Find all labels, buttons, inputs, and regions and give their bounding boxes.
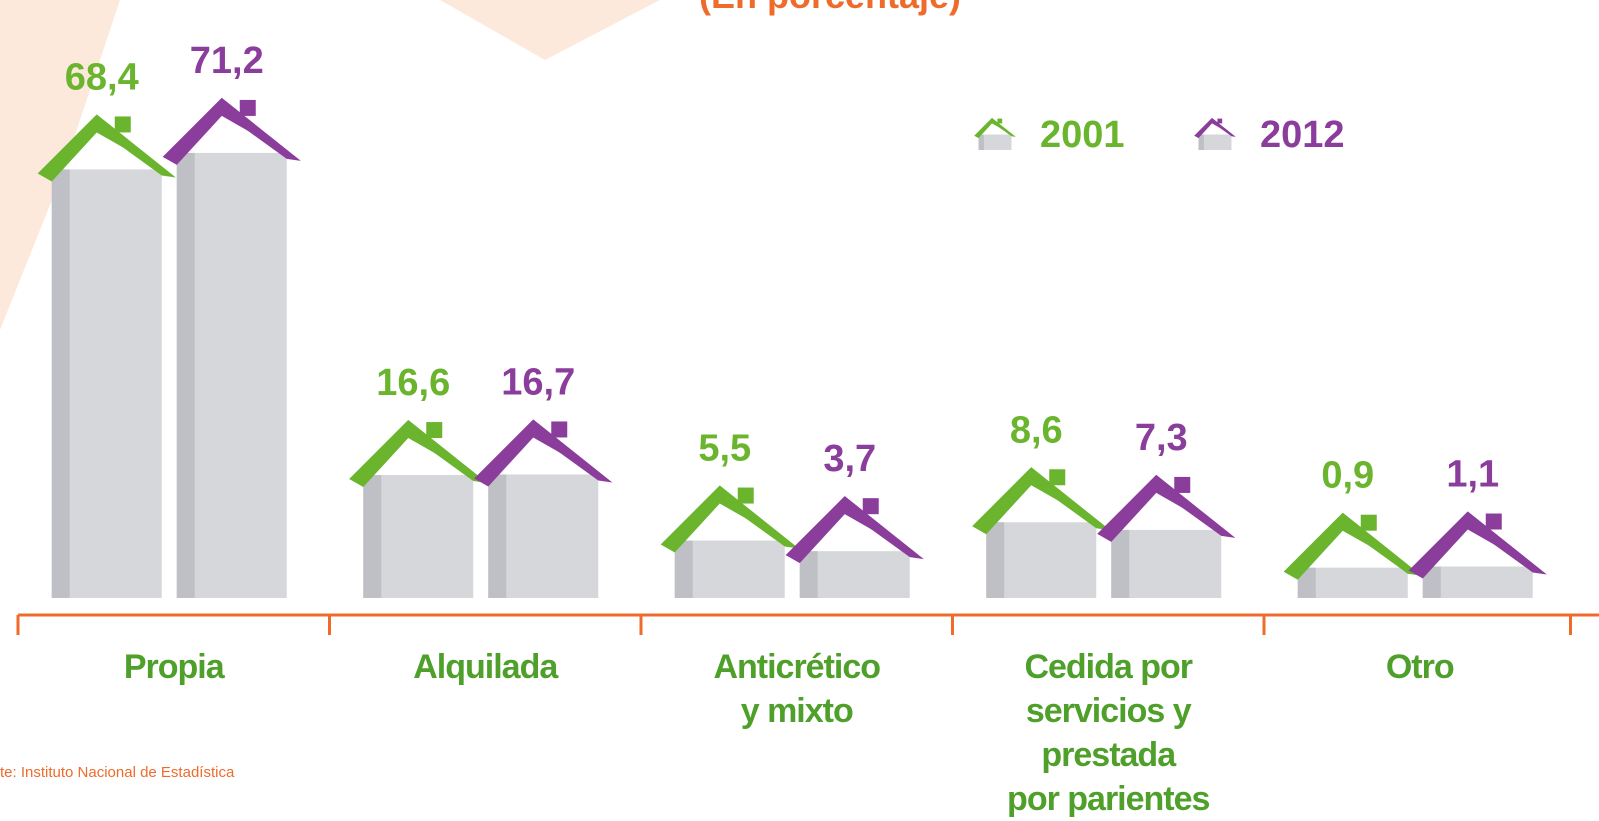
- chimney: [426, 422, 442, 438]
- value-label: 16,7: [501, 361, 575, 403]
- x-tick-label: Alquilada: [335, 645, 635, 689]
- x-tick-label: Anticrético y mixto: [647, 645, 947, 733]
- chimney: [997, 119, 1002, 124]
- chimney: [115, 116, 131, 132]
- chart-title: (En porcentaje): [699, 0, 961, 16]
- house-bar: [786, 496, 924, 598]
- house-bar: [38, 114, 176, 598]
- value-label: 1,1: [1446, 454, 1499, 496]
- house-bar: [1097, 475, 1235, 598]
- chimney: [1486, 514, 1502, 530]
- legend-label: 2012: [1260, 114, 1345, 156]
- house-wall-shade: [52, 169, 70, 598]
- chimney: [1361, 515, 1377, 531]
- chimney: [551, 421, 567, 437]
- x-tick-label: Cedida por servicios y prestada por pari…: [958, 645, 1258, 821]
- x-tick-label: Propia: [24, 645, 324, 689]
- background-shape: [440, 0, 660, 60]
- value-label: 5,5: [698, 428, 751, 470]
- chimney: [1217, 119, 1222, 124]
- value-label: 16,6: [376, 362, 450, 404]
- chimney: [738, 488, 754, 504]
- house-wall-shade: [1111, 530, 1129, 598]
- house-wall-shade: [177, 153, 195, 598]
- value-label: 8,6: [1010, 409, 1063, 451]
- value-label: 0,9: [1321, 455, 1374, 497]
- house-bar: [1409, 512, 1547, 598]
- house-bar: [972, 467, 1110, 598]
- house-wall-shade: [986, 522, 1004, 598]
- house-bar: [1284, 513, 1422, 598]
- legend-icon: [974, 118, 1015, 150]
- legend-icon: [1194, 118, 1235, 150]
- chimney: [1049, 469, 1065, 485]
- house-bar: [474, 419, 612, 598]
- house-bar: [163, 98, 301, 598]
- house-wall-shade: [363, 475, 381, 598]
- house-wall-shade: [488, 474, 506, 598]
- value-label: 68,4: [65, 56, 139, 98]
- value-label: 3,7: [823, 438, 876, 480]
- chimney: [240, 100, 256, 116]
- chimney: [1174, 477, 1190, 493]
- house-bar: [349, 420, 487, 598]
- page: {"chart_data": { "type": "bar", "title":…: [0, 0, 1599, 791]
- source-note: te: Instituto Nacional de Estadística: [0, 764, 234, 781]
- legend-label: 2001: [1040, 114, 1125, 156]
- chimney: [863, 498, 879, 514]
- house-bar: [661, 486, 799, 598]
- value-label: 7,3: [1135, 417, 1188, 459]
- value-label: 71,2: [190, 40, 264, 82]
- x-tick-label: Otro: [1270, 645, 1570, 689]
